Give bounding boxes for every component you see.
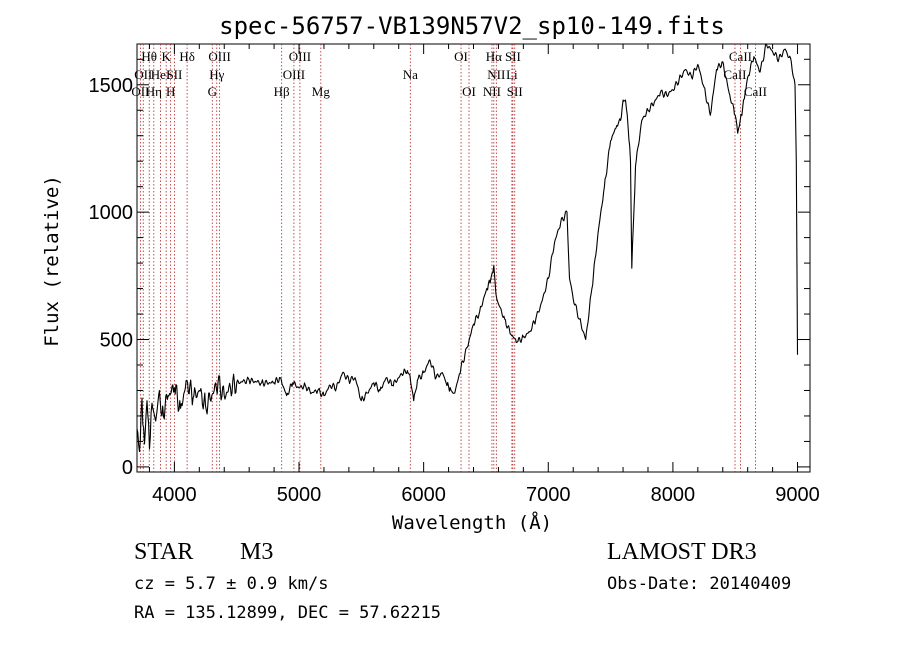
- spectral-line-label: OIII: [208, 49, 230, 64]
- spectral-line-label: NII: [487, 67, 505, 82]
- spectral-line-label: Hβ: [274, 84, 290, 99]
- x-tick-label: 5000: [277, 484, 322, 506]
- y-tick-label: 500: [100, 330, 133, 352]
- y-axis-label: Flux (relative): [41, 175, 63, 347]
- y-tick-label: 1000: [89, 202, 134, 224]
- x-axis-label: Wavelength (Å): [392, 511, 552, 534]
- spectral-line-label: OIII: [289, 49, 311, 64]
- x-tick-label: 7000: [526, 484, 571, 506]
- spectral-line-label: Hθ: [141, 49, 157, 64]
- spectral-line-label: SII: [166, 67, 182, 82]
- spectral-line-label: CaII: [744, 84, 767, 99]
- x-tick-label: 4000: [152, 484, 197, 506]
- x-tick-label: 6000: [401, 484, 446, 506]
- chart-title: spec-56757-VB139N57V2_sp10-149.fits: [219, 12, 725, 40]
- spectral-line-label: Hη: [146, 84, 162, 99]
- survey-name: LAMOST DR3: [607, 539, 757, 565]
- spectral-line-label: G: [208, 84, 217, 99]
- spectral-line-label: Li: [506, 67, 518, 82]
- spectral-line-label: OII: [134, 67, 152, 82]
- y-tick-label: 1500: [89, 75, 134, 97]
- spectral-line-label: OI: [454, 49, 468, 64]
- spectral-line-label: HeI: [151, 67, 171, 82]
- object-subclass: M3: [240, 539, 274, 565]
- axis-ticks: [137, 44, 810, 472]
- spectrum-line: [136, 43, 799, 453]
- spectral-line-label: Na: [403, 67, 418, 82]
- spectral-line-label: OIII: [283, 67, 305, 82]
- spectral-line-label: Hα: [486, 49, 502, 64]
- spectral-line-label: OI: [462, 84, 476, 99]
- spectral-line-label: SII: [505, 49, 521, 64]
- spectral-line-labels: OII OII Hθ Hη HeI K H SII Hδ G Hγ OIII Hβ OIII OIII Mg N…: [131, 49, 767, 99]
- observation-date: Obs-Date: 20140409: [607, 574, 792, 594]
- spectral-line-label: Hδ: [179, 49, 195, 64]
- spectral-line-label: OII: [131, 84, 149, 99]
- coordinates: RA = 135.12899, DEC = 57.62215: [134, 603, 442, 623]
- redshift-velocity: cz = 5.7 ± 0.9 km/s: [134, 574, 329, 594]
- object-class: STAR: [134, 539, 194, 565]
- spectral-line-markers: [139, 44, 756, 472]
- spectral-line-label: H: [166, 84, 175, 99]
- spectral-line-label: Hγ: [209, 67, 224, 82]
- x-tick-label: 9000: [775, 484, 820, 506]
- spectral-line-label: Mg: [312, 84, 331, 99]
- y-tick-label: 0: [122, 457, 133, 479]
- spectral-line-label: NII: [483, 84, 501, 99]
- spectral-line-label: SII: [507, 84, 523, 99]
- spectral-line-label: CaII: [723, 67, 746, 82]
- spectral-line-label: CaII: [729, 49, 752, 64]
- spectrum-series: [136, 43, 799, 453]
- axis-tick-labels: 4000 5000 6000 7000 8000 9000 0 500 1000 1500: [89, 75, 820, 506]
- spectral-line-label: K: [161, 49, 171, 64]
- x-tick-label: 8000: [651, 484, 696, 506]
